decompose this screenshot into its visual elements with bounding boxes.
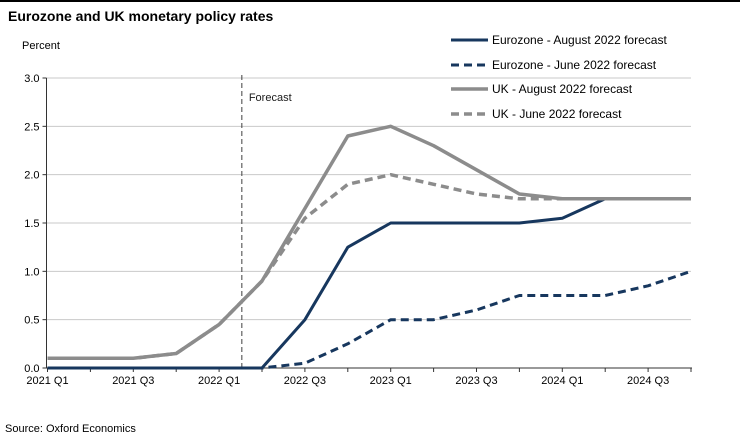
y-tick-label: 2.5 — [24, 121, 39, 133]
legend-label: UK - June 2022 forecast — [492, 106, 622, 121]
y-tick-label: 1.5 — [24, 218, 39, 230]
source-note: Source: Oxford Economics — [5, 423, 136, 435]
x-tick-label: 2021 Q1 — [26, 375, 68, 387]
forecast-label: Forecast — [249, 92, 292, 104]
y-tick-label: 0.5 — [24, 315, 39, 327]
legend-item: UK - August 2022 forecast — [451, 77, 667, 102]
y-tick-label: 0.0 — [24, 363, 39, 375]
series-line-2 — [47, 124, 691, 361]
legend-item: Eurozone - June 2022 forecast — [451, 53, 667, 78]
legend-label: Eurozone - June 2022 forecast — [492, 57, 657, 72]
y-tick-label: 1.0 — [24, 266, 39, 278]
x-tick-label: 2022 Q3 — [284, 375, 326, 387]
legend-label: Eurozone - August 2022 forecast — [492, 33, 667, 48]
series-line-0 — [47, 197, 691, 370]
legend-item: UK - June 2022 forecast — [451, 102, 667, 127]
y-axis-unit-label: Percent — [22, 40, 60, 52]
x-tick-label: 2024 Q1 — [541, 375, 583, 387]
legend-label: UK - August 2022 forecast — [492, 82, 633, 97]
top-border-rule — [0, 0, 740, 2]
gridlines — [46, 77, 691, 321]
x-tick-label: 2024 Q3 — [627, 375, 669, 387]
x-tick-label: 2022 Q1 — [198, 375, 240, 387]
legend-item: Eurozone - August 2022 forecast — [451, 28, 667, 53]
policy-rates-line-chart: 0.0 0.5 1.0 1.5 2.0 2.5 3.0 2021 Q1 2021 Q3 2022 … — [24, 73, 692, 387]
y-tick-label: 2.0 — [24, 170, 39, 182]
chart-legend: Eurozone - August 2022 forecast Eurozone … — [451, 28, 667, 126]
legend-line-swatch — [451, 87, 488, 91]
x-tick-label: 2023 Q1 — [370, 375, 412, 387]
legend-line-swatch — [451, 63, 488, 67]
chart-title: Eurozone and UK monetary policy rates — [8, 8, 274, 24]
x-tick-label: 2021 Q3 — [112, 375, 154, 387]
x-tick-label: 2023 Q3 — [455, 375, 497, 387]
legend-line-swatch — [451, 38, 488, 42]
y-tick-label: 3.0 — [24, 73, 39, 85]
axes: 0.0 0.5 1.0 1.5 2.0 2.5 3.0 2021 Q1 2021 Q3 2022 … — [24, 73, 692, 387]
legend-line-swatch — [451, 112, 488, 116]
